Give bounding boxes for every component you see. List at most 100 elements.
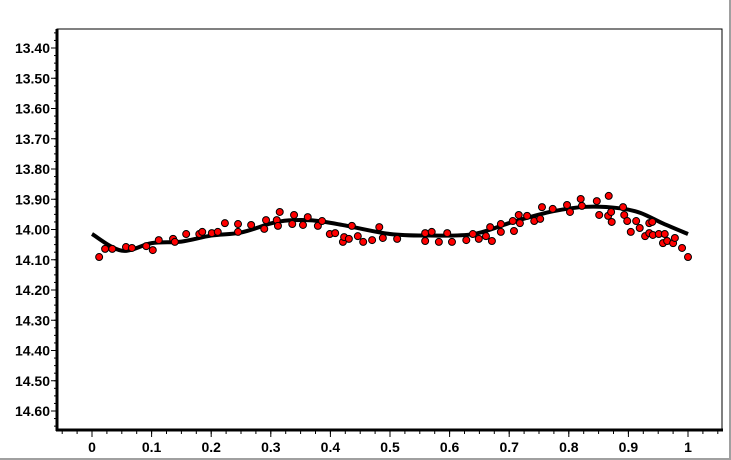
x-tick-label: 0.1 [142,439,162,455]
data-point [632,217,641,226]
data-point [393,234,402,243]
data-point [515,219,524,228]
data-point [565,207,574,216]
data-point [298,220,307,229]
data-point [496,220,505,229]
data-point [548,204,557,213]
data-point [375,223,384,232]
x-tick-label: 0.5 [380,439,400,455]
data-point [220,219,229,228]
window-right-edge [729,0,731,460]
data-point [648,217,657,226]
data-point [247,220,256,229]
y-tick-label: 14.10 [15,252,50,268]
data-point [537,203,546,212]
data-point [447,237,456,246]
x-tick-label: 0.7 [499,439,519,455]
y-tick-label: 14.60 [15,403,50,419]
y-tick-label: 13.60 [15,101,50,117]
data-point [626,227,635,236]
x-tick-label: 0.2 [201,439,221,455]
y-tick-label: 13.90 [15,191,50,207]
x-tick-label: 0 [88,439,96,455]
data-point [474,234,483,243]
data-point [303,213,312,222]
data-point [182,230,191,239]
data-point [508,217,517,226]
data-point [604,191,613,200]
data-point [660,230,669,239]
data-point [148,246,157,255]
data-point [576,194,585,203]
data-point [331,229,340,238]
data-point [275,207,284,216]
data-point [378,233,387,242]
data-point [108,244,117,253]
data-point [523,211,532,220]
data-point [368,236,377,245]
data-point [427,227,436,236]
data-point [684,253,692,262]
data-point [95,253,104,262]
data-point [290,210,299,219]
data-point [468,230,477,239]
x-tick-label: 1 [684,439,692,455]
data-point [234,227,243,236]
data-point [127,243,136,252]
x-tick-label: 0.6 [440,439,460,455]
data-point [154,236,163,245]
data-point [509,227,518,236]
data-point [577,201,586,210]
data-point [486,223,495,232]
data-point [536,214,545,223]
data-point [607,207,616,216]
data-point [170,237,179,246]
x-tick-label: 0.4 [321,439,341,455]
data-point [434,237,443,246]
data-point [678,243,687,252]
data-point [344,234,353,243]
data-point [288,220,297,229]
data-point [496,227,505,236]
data-point [487,236,496,245]
data-point [514,210,523,219]
data-point [607,217,616,226]
data-point [592,197,601,206]
data-point [234,220,243,229]
y-tick-label: 13.80 [15,161,50,177]
y-tick-label: 14.40 [15,343,50,359]
y-tick-label: 14.00 [15,222,50,238]
data-point [619,203,628,212]
data-point [353,232,362,241]
plot-area [56,28,723,431]
window-bottom-edge [0,458,731,460]
data-point [213,227,222,236]
data-point [347,221,356,230]
data-point [101,244,110,253]
x-tick-label: 0.8 [559,439,579,455]
data-point [273,221,282,230]
data-point [462,236,471,245]
data-point [421,236,430,245]
y-tick-label: 14.30 [15,312,50,328]
fit-line [90,204,689,253]
data-point [262,216,271,225]
data-point [481,232,490,241]
data-point [670,233,679,242]
y-tick-label: 13.70 [15,131,50,147]
x-tick-label: 0.9 [619,439,639,455]
y-tick-label: 14.50 [15,373,50,389]
data-point [443,229,452,238]
data-point [595,210,604,219]
data-point [563,200,572,209]
data-point [198,227,207,236]
y-tick-label: 14.20 [15,282,50,298]
y-tick-label: 13.40 [15,40,50,56]
x-tick-label: 0.3 [261,439,281,455]
data-point [635,223,644,232]
data-point [421,229,430,238]
y-tick-label: 13.50 [15,70,50,86]
data-point [623,217,632,226]
data-point [318,217,327,226]
